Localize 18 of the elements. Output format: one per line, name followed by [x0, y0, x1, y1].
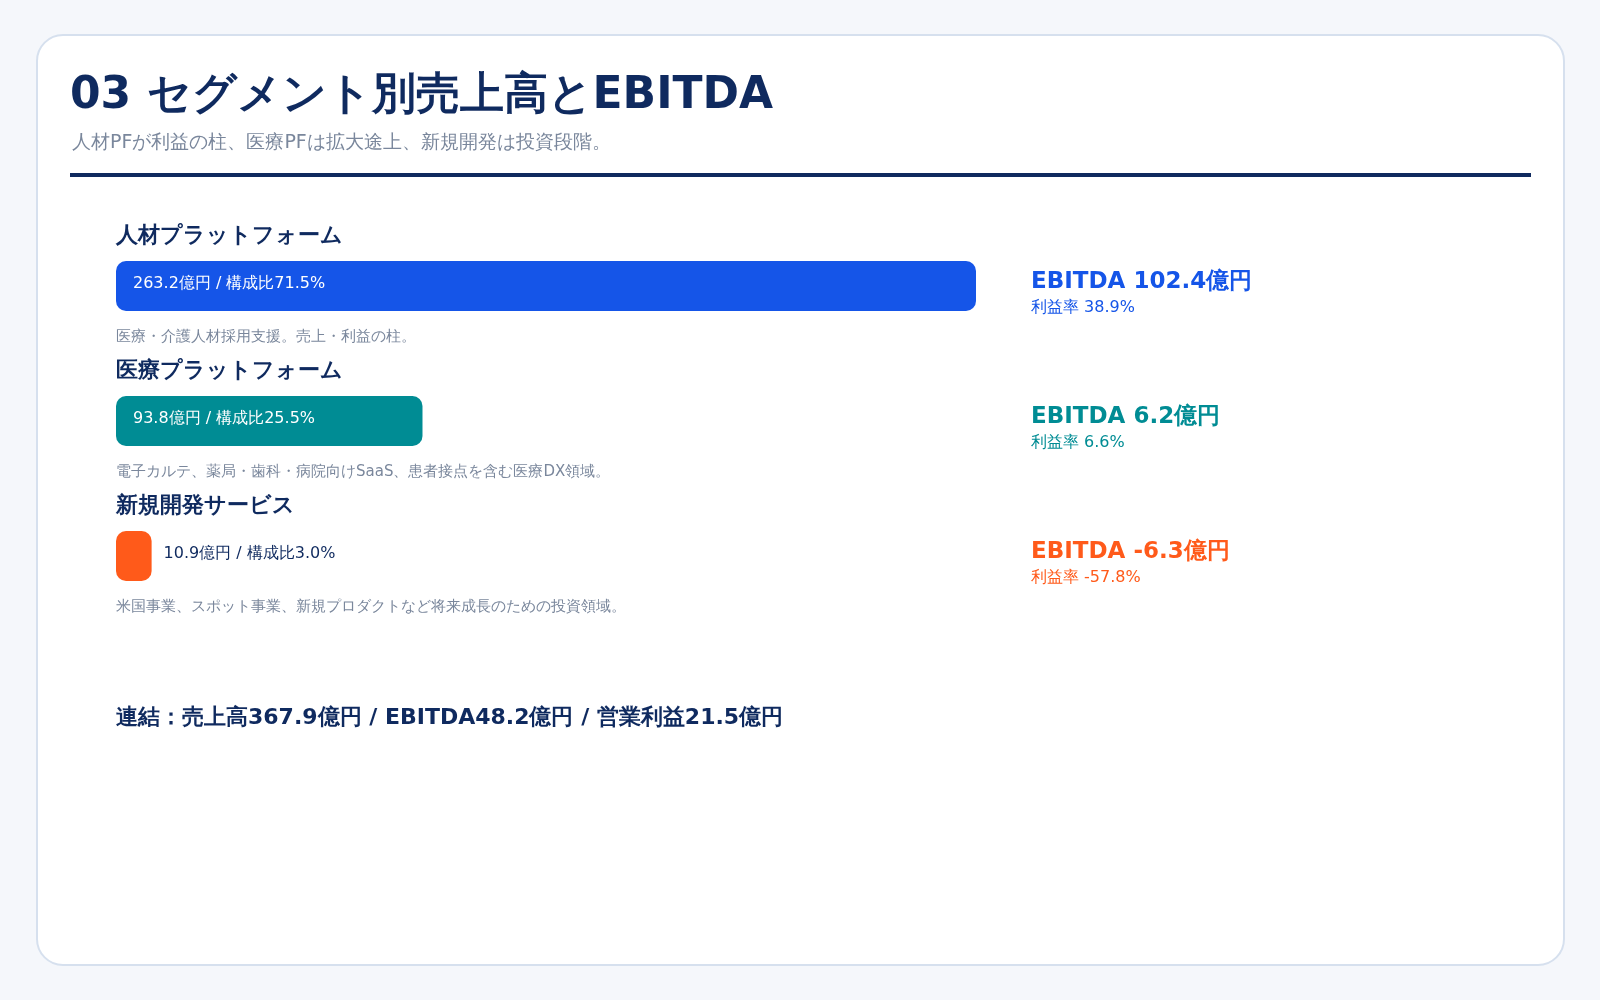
- text: EBITDA 6.2億円: [1031, 402, 1221, 428]
- annotation: 米国事業、スポット事業、新規プロダクトなど将来成長のための投資領域。: [116, 597, 626, 615]
- text: EBITDA -6.3億円: [1031, 537, 1230, 563]
- chart-title: 03 セグメント別売上高とEBITDA: [70, 67, 774, 118]
- data-label: 263.2億円 / 構成比71.5%: [133, 273, 326, 292]
- annotation: 医療・介護人材採用支援。売上・利益の柱。: [116, 327, 416, 345]
- y-tick-label: 人材プラットフォーム: [115, 222, 343, 247]
- text: EBITDA 102.4億円: [1031, 267, 1253, 293]
- text: 連結：売上高367.9億円 / EBITDA48.2億円 / 営業利益21.5億円: [116, 704, 784, 729]
- text: 利益率 -57.8%: [1031, 567, 1141, 586]
- y-tick-label: 新規開発サービス: [115, 492, 295, 517]
- chart-subtitle: 人材PFが利益の柱、医療PFは拡大途上、新規開発は投資段階。: [72, 130, 611, 152]
- data-label: 93.8億円 / 構成比25.5%: [133, 408, 316, 427]
- annotation: 電子カルテ、薬局・歯科・病院向けSaaS、患者接点を含む医療DX領域。: [116, 462, 611, 480]
- y-tick-label: 医療プラットフォーム: [116, 357, 343, 382]
- data-label: 10.9億円 / 構成比3.0%: [163, 543, 336, 562]
- text: 利益率 6.6%: [1031, 432, 1125, 451]
- text: 利益率 38.9%: [1031, 297, 1135, 316]
